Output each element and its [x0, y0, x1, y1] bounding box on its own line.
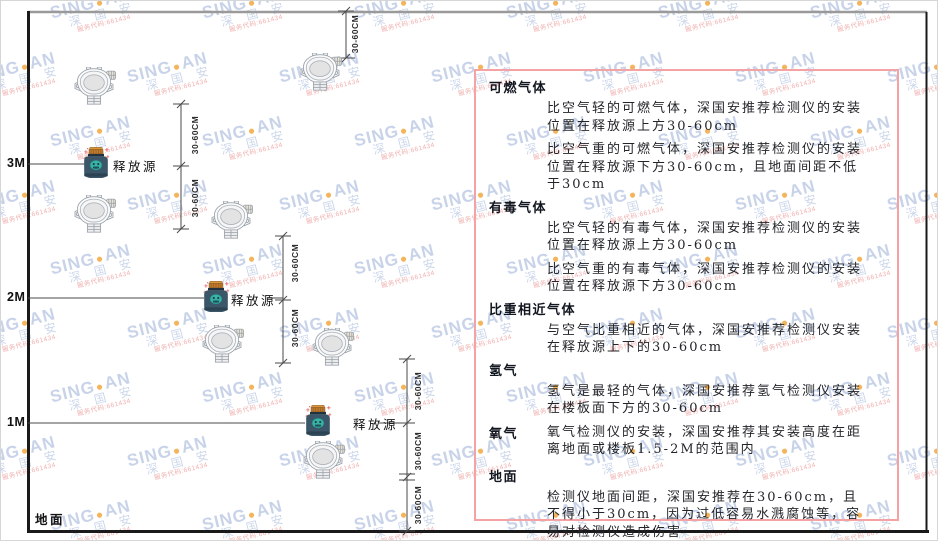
dimension-slash-tick [176, 161, 186, 171]
section-paragraph: 比空气重的可燃气体，深国安推荐检测仪的安装位置在释放源下方30-60cm，且地面… [547, 142, 863, 192]
panel-section: 比重相近气体与空气比重相近的气体，深国安推荐检测仪安装在释放源上下的30-60c… [489, 302, 887, 357]
section-heading: 比重相近气体 [489, 302, 577, 318]
section-heading: 有毒气体 [489, 200, 548, 216]
gas-detector-icon [69, 195, 119, 233]
panel-section: 地面检测仪地面间距，深国安推荐在30-60cm，且不得小于30cm，因为过低容易… [489, 469, 887, 541]
section-paragraph: 比空气轻的有毒气体，深国安推荐检测仪的安装位置在释放源上方30-60cm [547, 220, 863, 254]
dimension-slash-tick [402, 526, 412, 536]
ground-label: 地面 [35, 512, 66, 527]
dimension-slash-tick [341, 6, 351, 16]
section-heading: 可燃气体 [489, 81, 548, 96]
dimension-label: 30-60CM [413, 485, 423, 525]
section-heading: 地面 [489, 469, 519, 485]
dimension-slash-tick [278, 295, 288, 305]
panel-section: 有毒气体比空气轻的有毒气体，深国安推荐检测仪的安装位置在释放源上方30-60cm… [489, 200, 887, 296]
dimension-slash-tick [278, 231, 288, 241]
dimension-slash-tick [341, 53, 351, 63]
section-body: 氧气检测仪的安装，深国安推荐其安装高度在距离地面或楼板1.5-2M的范围内 [547, 424, 869, 465]
dimension-slash-tick [402, 354, 412, 364]
dimension-label: 30-60CM [290, 243, 300, 283]
dimension-label: 30-60CM [413, 431, 423, 471]
section-paragraph: 比空气重的有毒气体，深国安推荐检测仪的安装位置在释放源下方30-60cm [547, 261, 863, 295]
release-source-label: 释放源 [353, 417, 399, 432]
dimension-slash-tick [176, 99, 186, 109]
release-source-label: 释放源 [231, 293, 277, 308]
section-body: 检测仪地面间距，深国安推荐在30-60cm，且不得小于30cm，因为过低容易水溅… [547, 489, 869, 541]
section-heading: 氧气 [489, 426, 519, 442]
dimension-label: 30-60CM [350, 14, 360, 54]
dimension-slash-tick [278, 358, 288, 368]
axis-label-2m: 2M [7, 290, 26, 304]
gas-detector-icon [295, 53, 345, 91]
panel-section: 氢气氢气是最轻的气体，深国安推荐氢气检测仪安装在楼板面下方的30-60cm [489, 363, 887, 418]
axis-label-1m: 1M [7, 415, 26, 429]
section-body: 与空气比重相近的气体，深国安推荐检测仪安装在释放源上下的30-60cm [547, 322, 869, 357]
dimension-label: 30-60CM [190, 178, 200, 218]
gas-detector-icon [197, 325, 247, 363]
release-source-icon [202, 281, 230, 313]
dimension-label: 30-60CM [413, 371, 423, 411]
gas-detector-icon [69, 67, 119, 105]
panel-section: 氧气 氧气检测仪的安装，深国安推荐其安装高度在距离地面或楼板1.5-2M的范围内 [489, 424, 887, 465]
section-paragraph: 氢气是最轻的气体，深国安推荐氢气检测仪安装在楼板面下方的30-60cm [547, 383, 863, 417]
section-paragraph: 与空气比重相近的气体，深国安推荐检测仪安装在释放源上下的30-60cm [547, 322, 863, 356]
section-body: 氢气是最轻的气体，深国安推荐氢气检测仪安装在楼板面下方的30-60cm [547, 383, 869, 418]
section-body: 比空气轻的有毒气体，深国安推荐检测仪的安装位置在释放源上方30-60cm 比空气重… [547, 220, 869, 296]
section-paragraph: 比空气轻的可燃气体，深国安推荐检测仪的安装位置在释放源上方30-60cm [547, 101, 863, 134]
dimension-slash-tick [176, 224, 186, 234]
dimension-slash-tick [402, 418, 412, 428]
info-panel: 可燃气体比空气轻的可燃气体，深国安推荐检测仪的安装位置在释放源上方30-60cm… [474, 69, 899, 540]
section-heading: 氢气 [489, 363, 519, 379]
dimension-label: 30-60CM [290, 308, 300, 348]
gas-detector-icon [307, 328, 357, 366]
section-paragraph: 氧气检测仪的安装，深国安推荐其安装高度在距离地面或楼板1.5-2M的范围内 [547, 424, 863, 458]
axis-label-3m: 3M [7, 156, 26, 170]
release-source-icon [82, 147, 110, 179]
section-paragraph: 检测仪地面间距，深国安推荐在30-60cm，且不得小于30cm，因为过低容易水溅… [547, 489, 862, 540]
release-source-label: 释放源 [113, 159, 159, 174]
panel-section: 可燃气体比空气轻的可燃气体，深国安推荐检测仪的安装位置在释放源上方30-60cm… [489, 80, 887, 194]
dimension-label: 30-60CM [190, 115, 200, 155]
dimension-slash-tick [402, 472, 412, 482]
release-source-icon [304, 405, 332, 437]
gas-detector-icon [206, 201, 256, 239]
dimension-lines [28, 6, 415, 536]
section-body: 比空气轻的可燃气体，深国安推荐检测仪的安装位置在释放源上方30-60cm 比空气重… [547, 100, 869, 194]
gas-detector-icon [298, 441, 348, 479]
